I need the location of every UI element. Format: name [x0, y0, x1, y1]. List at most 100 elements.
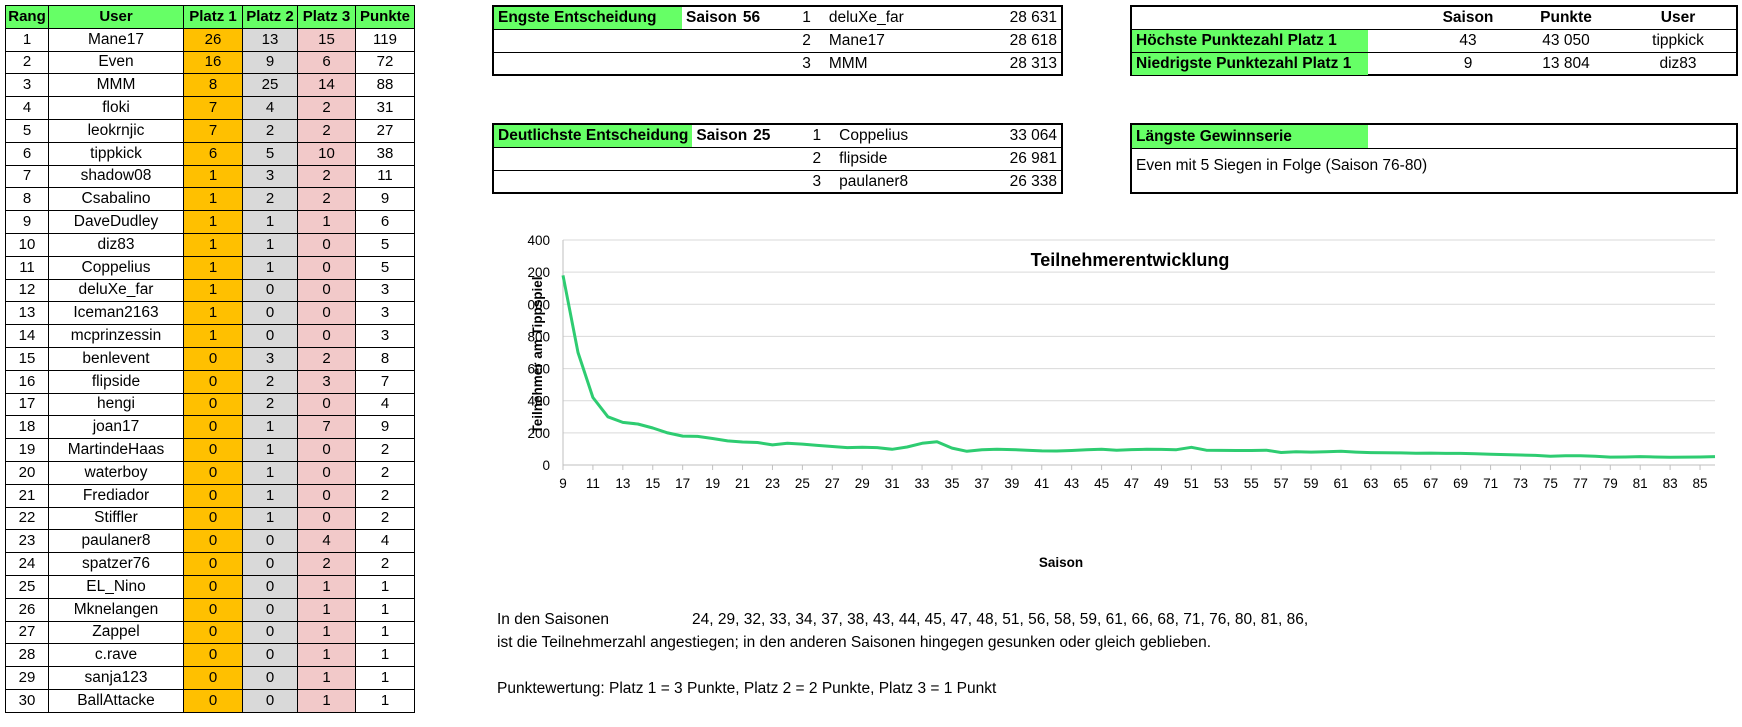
cell-user: Frediador [48, 483, 184, 508]
cell-rang: 16 [5, 369, 49, 394]
clearest-place-3: 3 [812, 173, 822, 190]
cell-platz2: 1 [242, 415, 298, 440]
cell-rang: 12 [5, 278, 49, 303]
ranking-row: 23 paulaner8 0 0 4 4 [5, 529, 415, 554]
ranking-row: 22 Stiffler 0 1 0 2 [5, 506, 415, 531]
cell-user: Mknelangen [48, 597, 184, 622]
x-tick-label: 35 [944, 476, 959, 491]
narrowest-decision-box: Engste Entscheidung Saison 56 1 deluXe_f… [492, 5, 1063, 76]
cell-user: benlevent [48, 346, 184, 371]
col-header-platz2: Platz 2 [242, 5, 298, 29]
cell-platz1: 0 [183, 506, 243, 531]
cell-punkte: 4 [355, 392, 415, 417]
cell-rang: 11 [5, 255, 49, 280]
x-tick-label: 73 [1513, 476, 1528, 491]
x-tick-label: 57 [1274, 476, 1289, 491]
cell-platz3: 4 [297, 529, 356, 554]
cell-punkte: 2 [355, 460, 415, 485]
ranking-row: 11 Coppelius 1 1 0 5 [5, 255, 415, 280]
x-tick-label: 37 [974, 476, 989, 491]
cell-platz1: 1 [183, 301, 243, 326]
clearest-season-label: Saison [692, 125, 750, 148]
cell-punkte: 31 [355, 96, 415, 120]
cell-platz3: 0 [297, 460, 356, 485]
y-tick-label: 1 200 [525, 265, 550, 280]
cell-rang: 24 [5, 552, 49, 576]
cell-platz3: 7 [297, 415, 356, 440]
y-tick-label: 0 [542, 458, 550, 473]
streak-title: Längste Gewinnserie [1132, 125, 1368, 148]
ranking-row: 16 flipside 0 2 3 7 [5, 369, 415, 394]
cell-platz3: 1 [297, 574, 356, 599]
note-scoring: Punktewertung: Platz 1 = 3 Punkte, Platz… [497, 680, 997, 697]
cell-platz2: 1 [242, 506, 298, 531]
ranking-row: 27 Zappel 0 0 1 1 [5, 620, 415, 645]
cell-platz2: 0 [242, 552, 298, 576]
cell-platz1: 1 [183, 232, 243, 257]
x-tick-label: 71 [1483, 476, 1498, 491]
cell-user: BallAttacke [48, 688, 184, 713]
clearest-user-3: paulaner8 [839, 173, 909, 190]
cell-platz2: 1 [242, 438, 298, 462]
cell-punkte: 38 [355, 141, 415, 166]
cell-rang: 21 [5, 483, 49, 508]
x-tick-label: 25 [795, 476, 810, 491]
ranking-row: 28 c.rave 0 0 1 1 [5, 643, 415, 668]
ranking-row: 7 shadow08 1 3 2 11 [5, 164, 415, 189]
cell-platz1: 0 [183, 574, 243, 599]
x-tick-label: 21 [735, 476, 750, 491]
note-increase-seasons: 24, 29, 32, 33, 34, 37, 38, 43, 44, 45, … [692, 611, 1309, 628]
x-tick-label: 41 [1034, 476, 1049, 491]
streak-box: Längste Gewinnserie Even mit 5 Siegen in… [1130, 123, 1738, 194]
x-axis-label: Saison [1039, 555, 1083, 570]
clearest-points-1: 33 064 [963, 125, 1061, 148]
cell-user: c.rave [48, 643, 184, 668]
cell-rang: 8 [5, 187, 49, 212]
cell-user: Coppelius [48, 255, 184, 280]
cell-platz3: 0 [297, 506, 356, 531]
cell-platz1: 16 [183, 50, 243, 75]
cell-platz1: 0 [183, 460, 243, 485]
y-tick-label: 1 400 [525, 233, 550, 248]
ranking-row: 1 Mane17 26 13 15 119 [5, 27, 415, 52]
ranking-row: 26 Mknelangen 0 0 1 1 [5, 597, 415, 622]
narrowest-title: Engste Entscheidung [494, 7, 682, 30]
x-tick-label: 47 [1124, 476, 1139, 491]
cell-platz2: 0 [242, 620, 298, 645]
cell-platz2: 4 [242, 96, 298, 120]
clearest-points-3: 26 338 [1009, 173, 1057, 190]
x-tick-label: 29 [855, 476, 870, 491]
cell-platz2: 0 [242, 529, 298, 554]
cell-punkte: 88 [355, 73, 415, 98]
cell-platz3: 2 [297, 164, 356, 189]
x-tick-label: 23 [765, 476, 780, 491]
cell-platz1: 0 [183, 552, 243, 576]
cell-punkte: 27 [355, 118, 415, 143]
cell-platz1: 0 [183, 666, 243, 690]
cell-platz1: 1 [183, 164, 243, 189]
cell-platz3: 0 [297, 301, 356, 326]
participants-series-line [561, 275, 1716, 459]
x-tick-label: 33 [915, 476, 930, 491]
record-lowest-user: diz83 [1659, 55, 1697, 72]
cell-rang: 1 [5, 27, 49, 52]
cell-platz3: 2 [297, 96, 356, 120]
cell-user: DaveDudley [48, 210, 184, 234]
cell-platz1: 0 [183, 369, 243, 394]
records-header-punkte: Punkte [1512, 7, 1620, 30]
cell-rang: 29 [5, 666, 49, 690]
x-tick-label: 81 [1633, 476, 1648, 491]
cell-punkte: 3 [355, 324, 415, 348]
record-highest-user: tippkick [1620, 29, 1736, 53]
cell-rang: 17 [5, 392, 49, 417]
cell-punkte: 8 [355, 346, 415, 371]
cell-platz3: 2 [297, 346, 356, 371]
col-header-rang: Rang [5, 5, 49, 29]
cell-platz1: 8 [183, 73, 243, 98]
cell-punkte: 7 [355, 369, 415, 394]
x-axis-ticks: 9 11 13 15 17 19 21 23 25 27 29 31 33 35 37 39 41 43 45 47 4… [559, 465, 1708, 491]
clearest-title: Deutlichste Entscheidung [494, 125, 693, 148]
record-lowest-season: 9 [1463, 55, 1473, 72]
cell-platz1: 6 [183, 141, 243, 166]
chart-title: Teilnehmerentwicklung [1031, 250, 1230, 270]
